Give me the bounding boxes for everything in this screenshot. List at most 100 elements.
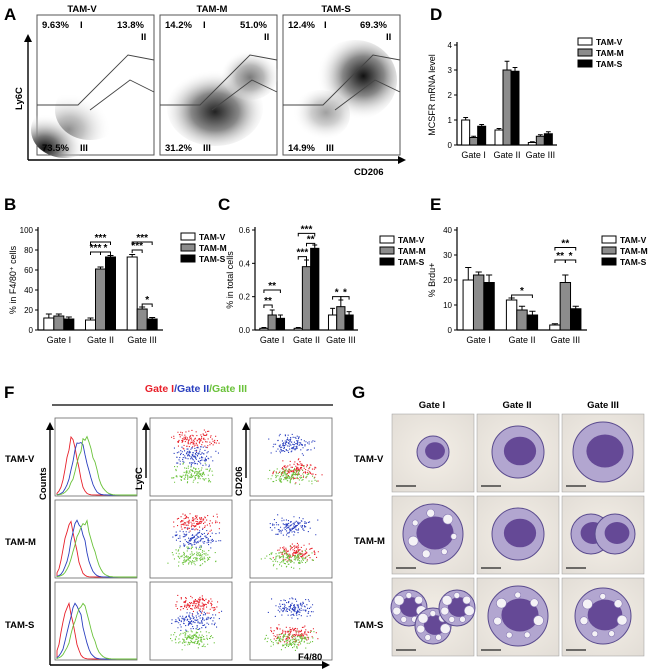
flow-plot-tam-s: TAM-S 12.4% I 69.3% II 14.9% III xyxy=(282,4,401,156)
arrow-head-icon xyxy=(242,422,250,430)
scatter-dots xyxy=(171,462,214,484)
y-tick-label: 100 xyxy=(20,226,34,235)
gate-i-label: I xyxy=(203,20,206,31)
gate-i-label: I xyxy=(324,20,327,31)
significance-bracket xyxy=(340,296,350,300)
bar xyxy=(344,314,354,331)
cell-nucleus xyxy=(587,599,623,631)
cell-vacuole xyxy=(514,591,522,599)
scatter-frame xyxy=(249,417,333,497)
bar xyxy=(336,306,346,331)
cell-vacuole xyxy=(429,610,437,617)
gate-color-title: Gate I/Gate II/Gate III xyxy=(145,383,247,395)
panel-f: Gate I/Gate II/Gate III TAM-V TAM-M TAM-… xyxy=(5,383,333,669)
gate-ii-label: II xyxy=(264,32,269,43)
bar xyxy=(275,317,286,331)
bar xyxy=(105,256,116,331)
y-tick-label: 40 xyxy=(24,286,33,295)
y-axis-label: % in total cells xyxy=(225,251,235,309)
bar-chart-d: 0 1 2 3 4 MCSFR mRNA level Gate I Gate II Gate I… xyxy=(427,37,624,160)
histogram-frame xyxy=(54,581,138,661)
cell-nucleus xyxy=(503,518,537,548)
scatter-dots xyxy=(269,514,319,538)
bar xyxy=(146,318,158,331)
scatter-dots xyxy=(173,513,221,534)
bar xyxy=(259,327,269,331)
gate-line xyxy=(211,79,278,111)
significance-label: * xyxy=(104,243,108,254)
cell-nucleus xyxy=(425,442,445,460)
cell-vacuole xyxy=(411,519,419,527)
scatter-frame xyxy=(149,499,233,579)
cell-vacuole xyxy=(533,615,544,626)
scatter-dots xyxy=(272,458,323,484)
significance-bracket xyxy=(131,241,153,245)
gate-ii-percent: 69.3% xyxy=(360,20,387,31)
gate-iii-label: III xyxy=(203,143,211,154)
cell-vacuole xyxy=(464,605,475,617)
gate-ii-percent: 51.0% xyxy=(240,20,267,31)
gate-i-percent: 9.63% xyxy=(42,20,69,31)
arrow-head-icon xyxy=(322,661,330,669)
cell-vacuole xyxy=(493,616,502,626)
cell-nucleus xyxy=(501,598,539,632)
cell-vacuole xyxy=(414,595,424,605)
gate-iii-percent: 14.9% xyxy=(288,143,315,154)
scatter-dots xyxy=(172,527,222,550)
legend-entry: TAM-V xyxy=(398,235,425,245)
gate-ii-title: /Gate II xyxy=(174,383,209,395)
legend-entry: TAM-V xyxy=(596,37,623,47)
significance-bracket xyxy=(511,294,533,298)
cell-vacuole xyxy=(579,616,589,625)
y-axis-label: Ly6C xyxy=(14,87,25,110)
significance-label: ** xyxy=(561,239,569,250)
density-cloud xyxy=(290,90,350,140)
scatter-dots xyxy=(272,542,319,562)
cell-vacuole xyxy=(591,630,599,638)
significance-label: *** xyxy=(301,224,313,235)
histogram-trace xyxy=(56,519,137,578)
cell-nucleus xyxy=(416,516,454,550)
cell-vacuole xyxy=(440,606,450,616)
group-title: TAM-S xyxy=(321,4,350,15)
y-tick-label: 0 xyxy=(448,326,453,335)
gate-line xyxy=(334,79,401,111)
x-axis-label: F4/80 xyxy=(298,652,322,663)
bar xyxy=(535,135,545,146)
gate-line xyxy=(89,79,155,111)
y-tick-label: 20 xyxy=(24,306,33,315)
y-axis-label-cd206: CD206 xyxy=(234,466,245,496)
cell-vacuole xyxy=(505,631,513,639)
bar-chart-c: 0.0 0.2 0.4 0.6 % in total cells Gate I Gate I… xyxy=(225,224,426,345)
bar xyxy=(549,324,561,331)
cell-nucleus xyxy=(503,436,537,466)
bar xyxy=(267,314,277,331)
panel-label-b: B xyxy=(4,195,16,214)
y-axis-label-ly6c: Ly6C xyxy=(134,467,145,490)
y-axis-label-counts: Counts xyxy=(38,467,49,500)
legend-entry: TAM-M xyxy=(596,48,624,58)
cell-vacuole xyxy=(442,513,454,525)
bar xyxy=(136,308,148,331)
bar xyxy=(43,317,55,331)
row-label-tam-s: TAM-S xyxy=(5,620,34,631)
significance-label: * xyxy=(335,288,339,299)
gate-iii-label: III xyxy=(326,143,334,154)
bar xyxy=(494,129,504,146)
cell-vacuole xyxy=(582,598,593,610)
bar xyxy=(502,69,512,146)
histogram-trace xyxy=(56,602,137,660)
legend-swatch xyxy=(601,257,617,266)
gate-line xyxy=(283,54,401,106)
arrow-head-icon xyxy=(398,156,406,164)
significance-label: * xyxy=(145,295,149,306)
legend-entry: TAM-V xyxy=(620,235,647,245)
row-label-tam-v: TAM-V xyxy=(354,454,384,465)
panel-a-flow: TAM-V 9.63% I 13.8% II 73.5% III TAM-M 1… xyxy=(14,4,406,178)
bar xyxy=(53,315,65,331)
y-tick-label: 80 xyxy=(24,246,33,255)
significance-bracket xyxy=(90,241,111,245)
scatter-frame xyxy=(249,581,333,661)
cell-vacuole xyxy=(608,630,615,637)
y-tick-label: 1 xyxy=(448,116,453,125)
